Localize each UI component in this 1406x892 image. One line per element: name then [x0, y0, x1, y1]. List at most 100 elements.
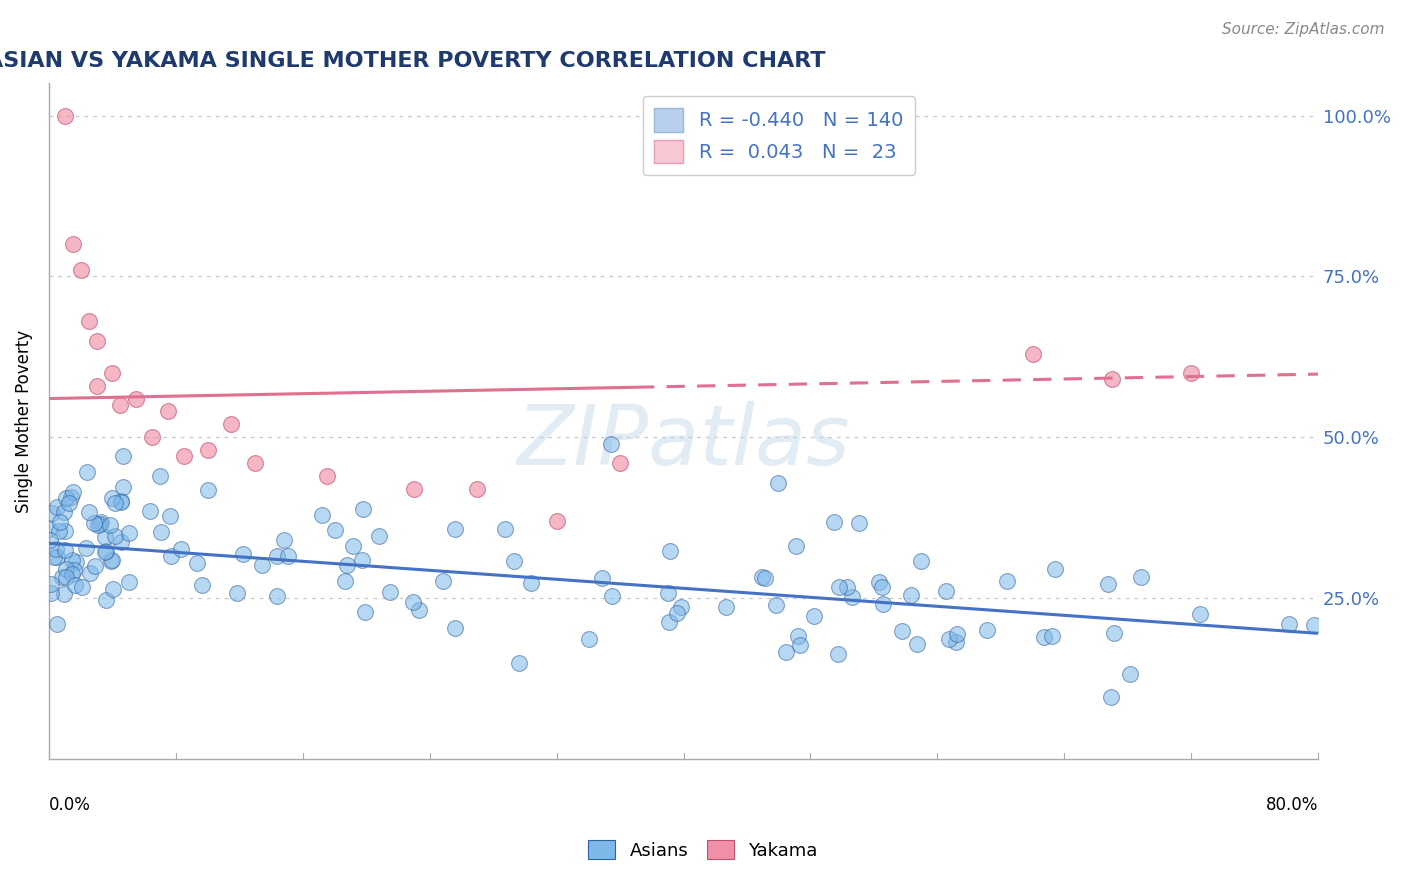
Point [766, 475, 789, 490]
Point [787, 628, 810, 642]
Point [72, 580, 94, 594]
Point [868, 575, 890, 590]
Point [46, 550, 69, 565]
Point [86, 378, 108, 392]
Text: ASIAN VS YAKAMA SINGLE MOTHER POVERTY CORRELATION CHART: ASIAN VS YAKAMA SINGLE MOTHER POVERTY CO… [0, 51, 825, 70]
Point [432, 574, 454, 588]
Point [103, 496, 125, 510]
Point [315, 468, 337, 483]
Point [494, 523, 516, 537]
Point [46, 617, 69, 632]
Point [378, 585, 401, 599]
Point [333, 574, 356, 588]
Point [671, 600, 693, 615]
Point [232, 548, 254, 562]
Point [311, 508, 333, 523]
Point [266, 549, 288, 563]
Point [63, 564, 86, 578]
Point [62, 484, 84, 499]
Point [1180, 366, 1202, 380]
Point [53, 543, 76, 558]
Text: 0.0%: 0.0% [49, 796, 91, 814]
Point [600, 589, 623, 603]
Point [443, 621, 465, 635]
Point [658, 544, 681, 558]
Point [86, 334, 108, 348]
Point [125, 392, 148, 406]
Point [51, 569, 73, 583]
Point [600, 437, 623, 451]
Y-axis label: Single Mother Poverty: Single Mother Poverty [15, 329, 32, 513]
Point [104, 529, 127, 543]
Legend: Asians, Yakama: Asians, Yakama [581, 833, 825, 867]
Point [55, 491, 77, 506]
Point [1043, 562, 1066, 576]
Point [87, 518, 110, 533]
Point [53, 524, 76, 538]
Point [273, 533, 295, 547]
Point [1097, 577, 1119, 591]
Point [156, 404, 179, 418]
Point [52, 505, 75, 519]
Point [79, 505, 101, 519]
Point [41, 506, 63, 520]
Point [139, 504, 162, 518]
Point [60, 553, 83, 567]
Point [1101, 372, 1123, 386]
Point [191, 578, 214, 592]
Point [657, 585, 679, 599]
Point [221, 417, 243, 432]
Point [1119, 667, 1142, 681]
Point [336, 558, 359, 572]
Point [870, 580, 893, 594]
Point [84, 558, 107, 573]
Point [141, 430, 163, 444]
Point [910, 554, 932, 568]
Point [60, 566, 83, 581]
Point [53, 108, 76, 122]
Point [402, 482, 425, 496]
Point [89, 517, 111, 532]
Point [58, 496, 80, 510]
Point [110, 493, 132, 508]
Point [159, 508, 181, 523]
Point [945, 626, 967, 640]
Point [63, 578, 86, 592]
Point [118, 574, 141, 589]
Legend: R = -0.440   N = 140, R =  0.043   N =  23: R = -0.440 N = 140, R = 0.043 N = 23 [643, 96, 915, 175]
Point [789, 638, 811, 652]
Point [935, 583, 957, 598]
Point [803, 608, 825, 623]
Point [775, 645, 797, 659]
Point [890, 624, 912, 639]
Point [938, 632, 960, 646]
Point [111, 449, 134, 463]
Point [1040, 629, 1063, 643]
Point [1129, 570, 1152, 584]
Point [277, 549, 299, 563]
Point [60, 490, 83, 504]
Point [110, 398, 132, 412]
Point [90, 515, 112, 529]
Point [354, 605, 377, 619]
Point [546, 514, 568, 528]
Point [79, 566, 101, 580]
Point [101, 491, 124, 505]
Point [1032, 630, 1054, 644]
Point [1189, 607, 1212, 622]
Point [519, 576, 541, 591]
Point [94, 530, 117, 544]
Point [1099, 690, 1122, 705]
Point [905, 637, 928, 651]
Point [714, 599, 737, 614]
Point [245, 456, 267, 470]
Point [98, 518, 121, 533]
Point [118, 525, 141, 540]
Point [402, 594, 425, 608]
Point [872, 597, 894, 611]
Point [754, 571, 776, 585]
Text: 80.0%: 80.0% [1265, 796, 1319, 814]
Point [609, 456, 631, 470]
Point [69, 263, 91, 277]
Point [38, 522, 60, 536]
